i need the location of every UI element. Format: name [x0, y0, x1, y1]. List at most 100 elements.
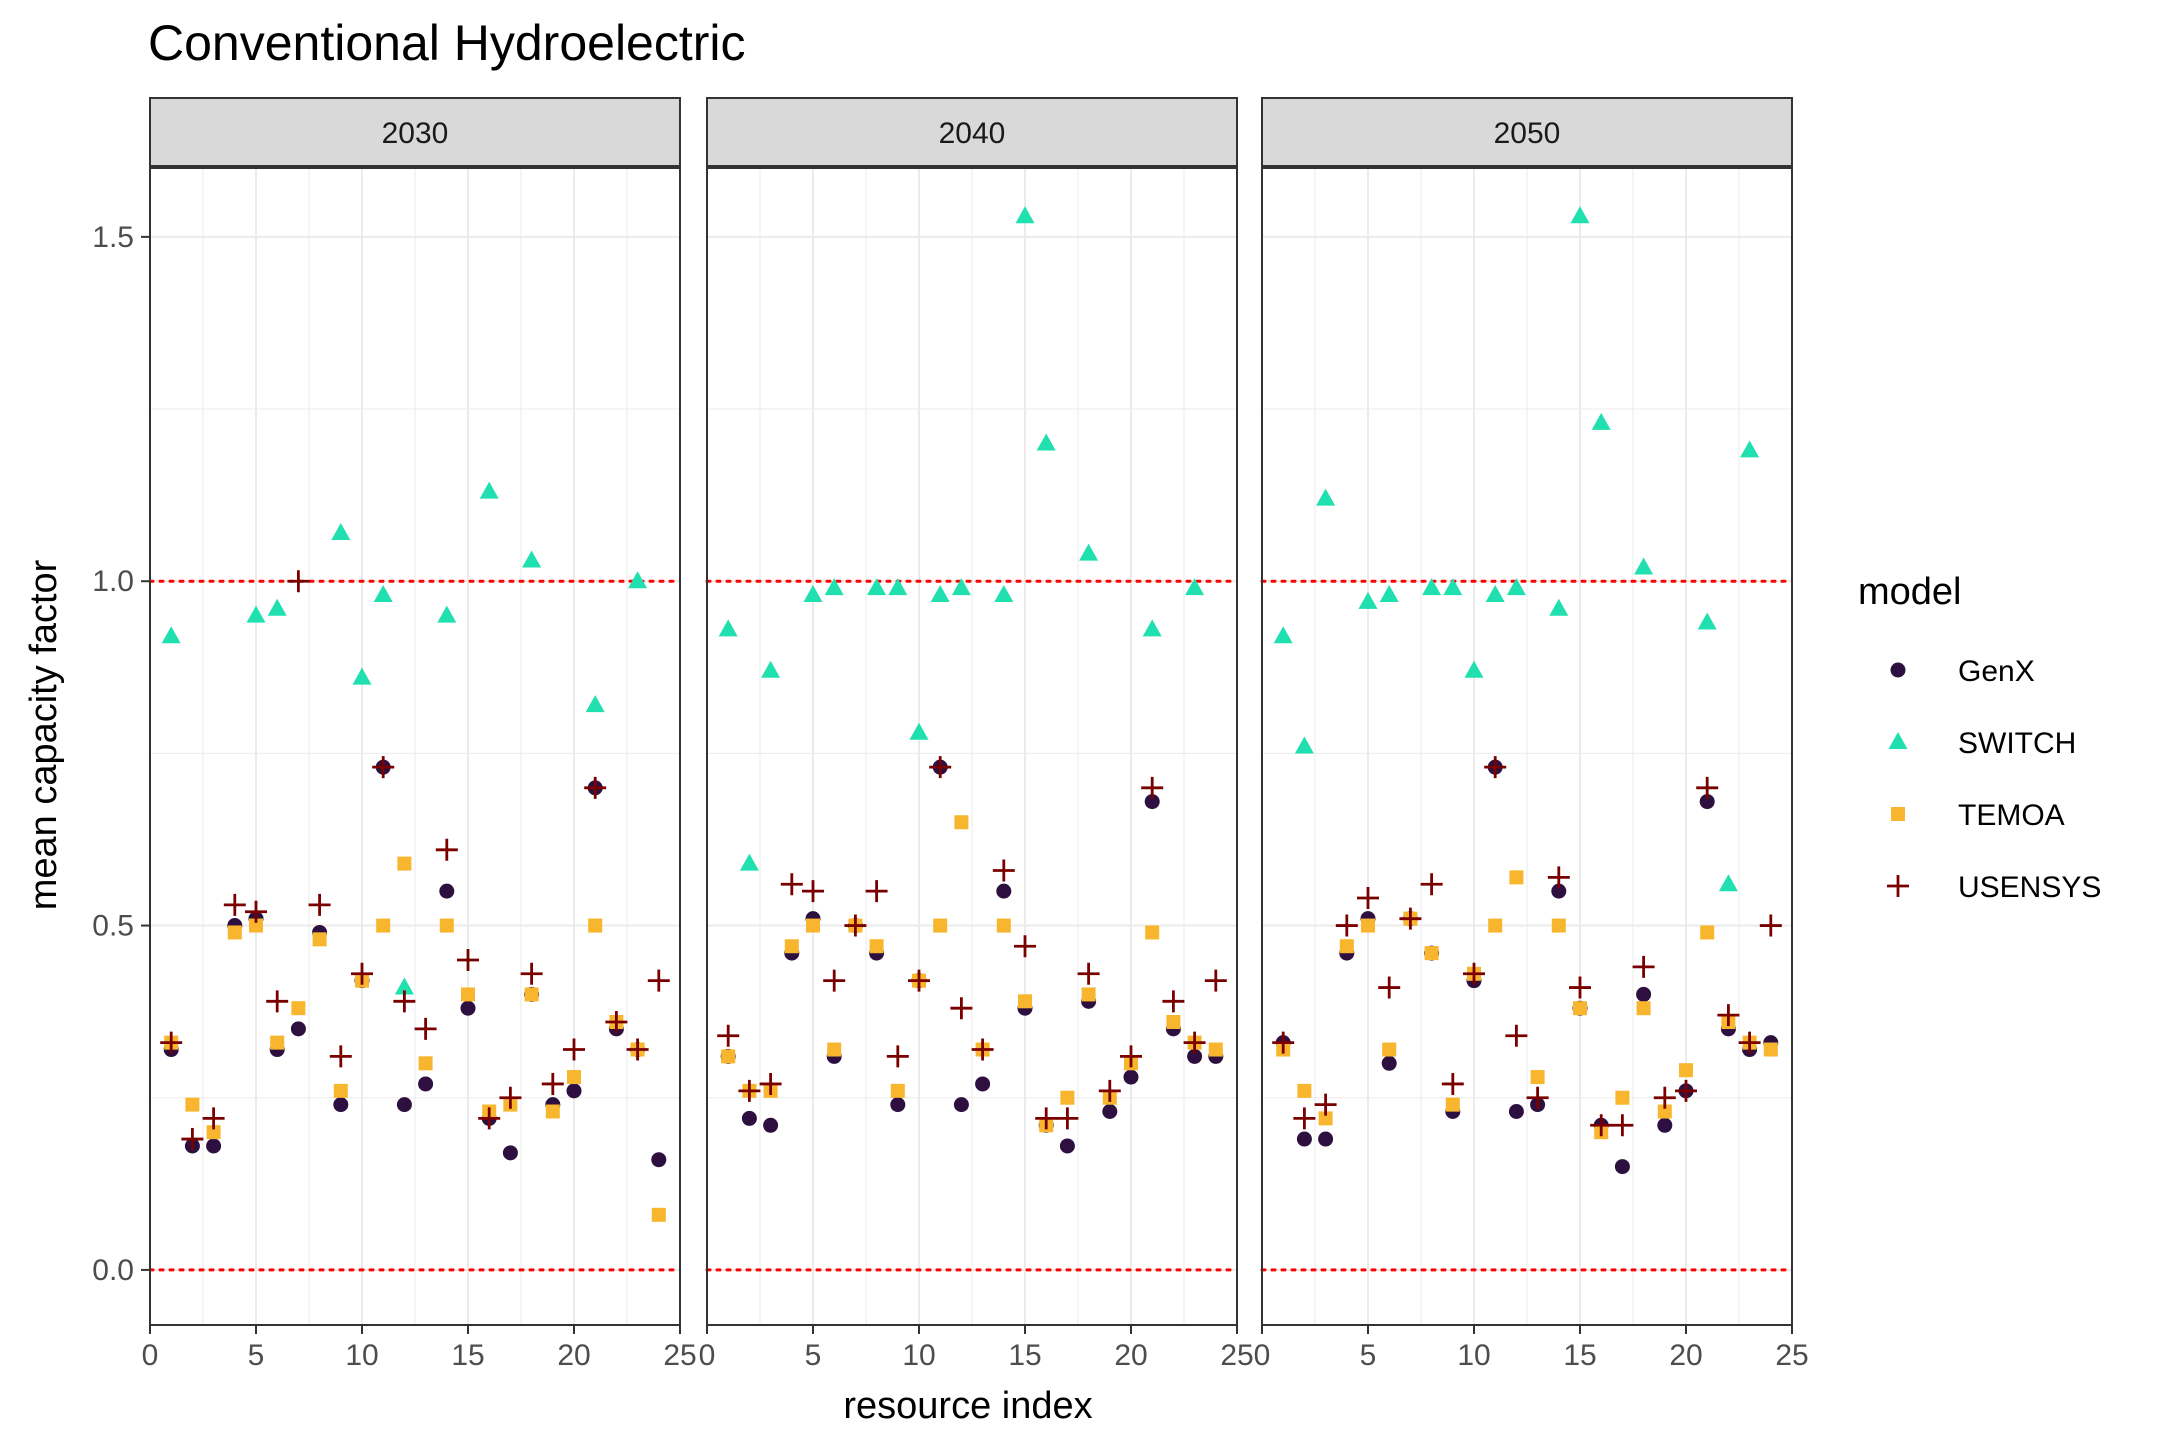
point-switch [522, 550, 542, 568]
point-temoa [784, 939, 799, 954]
y-axis-title: mean capacity factor [23, 559, 65, 910]
point-usensys [1484, 756, 1507, 779]
point-usensys [886, 1045, 909, 1068]
point-temoa [1573, 1001, 1587, 1016]
point-usensys [759, 1072, 782, 1095]
point-switch [1591, 412, 1611, 430]
point-usensys [160, 1031, 183, 1054]
point-temoa [1318, 1111, 1333, 1126]
point-genx [1551, 883, 1567, 899]
point-usensys [1696, 776, 1719, 799]
point-temoa [418, 1056, 433, 1071]
point-switch [888, 578, 908, 596]
point-temoa [524, 987, 539, 1002]
point-usensys [223, 893, 246, 916]
point-genx [996, 883, 1012, 899]
point-usensys [626, 1038, 649, 1061]
point-switch [994, 584, 1014, 602]
point-usensys [1035, 1107, 1058, 1130]
legend-title: model [1858, 571, 1962, 613]
point-switch [1485, 584, 1505, 602]
point-switch [1273, 626, 1293, 644]
point-switch [1464, 660, 1484, 678]
legend: model GenX SWITCH TEMOA USENSYS [1858, 571, 2101, 904]
point-usensys [1738, 1031, 1761, 1054]
y-tick-label: 1.0 [92, 565, 134, 598]
point-genx [1657, 1117, 1673, 1133]
point-temoa [1657, 1104, 1672, 1119]
legend-label: SWITCH [1958, 727, 2076, 760]
point-usensys [563, 1038, 585, 1061]
point-genx [460, 1000, 476, 1016]
point-temoa [869, 939, 884, 954]
point-usensys [1505, 1024, 1528, 1047]
point-usensys [1204, 969, 1227, 992]
point-usensys [647, 969, 670, 992]
point-genx [1123, 1069, 1139, 1085]
point-temoa [185, 1097, 200, 1112]
point-temoa [1018, 994, 1032, 1009]
point-usensys [393, 990, 416, 1013]
point-temoa [806, 918, 820, 933]
point-switch [1697, 612, 1717, 630]
point-usensys [520, 962, 543, 985]
point-switch [718, 619, 738, 637]
point-switch [803, 584, 823, 602]
point-temoa [312, 932, 327, 947]
point-usensys [1141, 776, 1164, 799]
point-usensys [823, 969, 846, 992]
point-temoa [1615, 1090, 1630, 1105]
point-usensys [1314, 1093, 1337, 1116]
point-switch [867, 578, 887, 596]
point-switch [1036, 433, 1056, 451]
point-usensys [929, 756, 952, 779]
point-temoa [333, 1083, 348, 1098]
x-tick-label: 5 [1360, 1339, 1377, 1372]
point-temoa [1445, 1097, 1460, 1112]
point-temoa [1763, 1042, 1778, 1057]
facet-strip [706, 97, 1238, 167]
point-temoa [376, 918, 391, 933]
facet-panels: 2030 0 5 10 15 20 25 0.0 0.5 1.0 1.5 2040 0 5 10 15 20 25… [92, 97, 1809, 1372]
facet-strip-label: 2040 [939, 117, 1006, 150]
x-axis-title: resource index [843, 1385, 1092, 1427]
point-genx [763, 1117, 779, 1133]
point-genx [1296, 1131, 1312, 1147]
point-switch [1358, 591, 1378, 609]
point-switch [1443, 578, 1463, 596]
point-genx [741, 1110, 757, 1126]
point-temoa [588, 918, 603, 933]
point-genx [1187, 1048, 1203, 1064]
point-temoa [1166, 1014, 1181, 1029]
point-temoa [1530, 1070, 1545, 1085]
point-usensys [1675, 1079, 1697, 1102]
point-usensys [541, 1072, 564, 1095]
point-switch [1294, 736, 1314, 754]
point-usensys [499, 1086, 522, 1109]
point-temoa [890, 1083, 905, 1098]
point-temoa [1297, 1083, 1312, 1098]
x-tick-label: 5 [248, 1339, 265, 1372]
point-switch [761, 660, 781, 678]
point-usensys [372, 756, 395, 779]
point-usensys [1420, 873, 1443, 896]
point-usensys [1378, 976, 1401, 999]
point-switch [437, 605, 457, 623]
point-genx [1059, 1138, 1075, 1154]
point-genx [290, 1021, 306, 1037]
point-usensys [1717, 1004, 1740, 1027]
point-usensys [1399, 907, 1422, 930]
point-temoa [1551, 918, 1566, 933]
point-genx [651, 1152, 667, 1168]
legend-label: GenX [1958, 655, 2035, 688]
point-temoa [933, 918, 948, 933]
legend-key-usensys [1887, 875, 1909, 897]
point-usensys [1183, 1031, 1206, 1054]
point-switch [1718, 874, 1738, 892]
point-temoa [206, 1125, 221, 1140]
point-temoa [270, 1035, 285, 1050]
point-usensys [1632, 955, 1655, 978]
point-switch [1316, 488, 1336, 506]
x-tick-label: 20 [1669, 1339, 1702, 1372]
point-switch [1379, 584, 1399, 602]
